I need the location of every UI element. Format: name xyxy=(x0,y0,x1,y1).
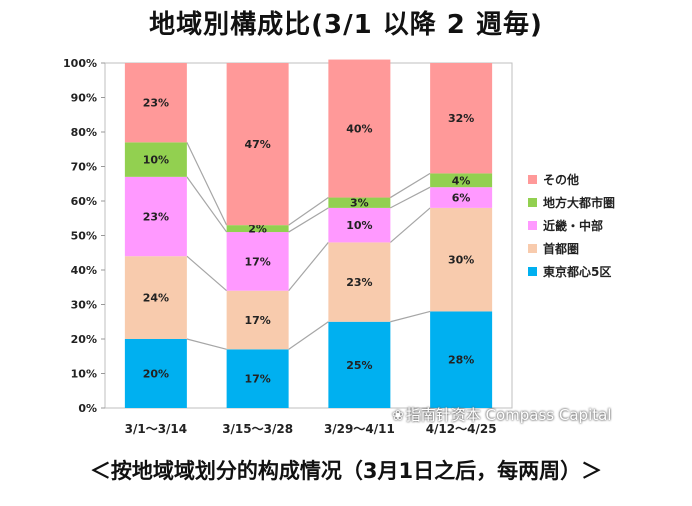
data-label: 17% xyxy=(244,373,270,386)
y-tick-label: 30% xyxy=(71,299,97,312)
bar-segment xyxy=(226,225,289,233)
data-label: 25% xyxy=(346,359,372,372)
bar-segment xyxy=(124,142,187,177)
legend-swatch xyxy=(528,198,537,207)
y-tick-label: 100% xyxy=(63,57,97,70)
watermark: ❀ 指南针资本 Compass Capital xyxy=(392,404,611,425)
legend-swatch xyxy=(528,267,537,276)
bar-segment xyxy=(226,290,289,350)
data-label: 10% xyxy=(346,219,372,232)
chat-bubble-icon: ❀ xyxy=(392,408,404,424)
bar-segment xyxy=(328,242,391,322)
bar-segment xyxy=(124,339,187,408)
series-connector-line xyxy=(288,242,329,292)
data-label: 32% xyxy=(448,112,474,125)
data-label: 23% xyxy=(143,211,169,224)
x-tick-label: 3/29～4/11 xyxy=(324,422,395,436)
data-label: 17% xyxy=(244,314,270,327)
bar-segment xyxy=(124,63,187,143)
chart-title: 地域別構成比(3/1 以降 2 週毎) xyxy=(149,10,543,40)
data-label: 4% xyxy=(452,174,471,187)
y-tick-label: 80% xyxy=(71,126,97,139)
series-connector-line xyxy=(390,186,431,209)
legend-label: 近畿・中部 xyxy=(543,218,603,233)
data-label: 10% xyxy=(143,154,169,167)
series-connector-line xyxy=(390,310,431,323)
bar-segment xyxy=(328,321,391,408)
y-tick-label: 0% xyxy=(78,402,97,415)
data-label: 3% xyxy=(350,197,369,210)
series-connector-line xyxy=(288,207,329,233)
data-label: 6% xyxy=(452,192,471,205)
chart-caption: ＜按地域域划分的构成情况（3月1日之后，每两周）＞ xyxy=(89,459,603,483)
y-tick-label: 90% xyxy=(71,92,97,105)
bar-segment xyxy=(226,349,289,408)
series-connector-line xyxy=(288,197,329,226)
bar-segment xyxy=(328,207,391,243)
y-tick-label: 70% xyxy=(71,161,97,174)
series-connector-line xyxy=(389,207,431,243)
data-label: 24% xyxy=(143,292,169,305)
y-tick-label: 40% xyxy=(71,264,97,277)
x-tick-label: 4/12～4/25 xyxy=(426,422,497,436)
bar-segment xyxy=(430,187,493,208)
y-tick-label: 60% xyxy=(71,195,97,208)
data-label: 23% xyxy=(346,276,372,289)
watermark-text: 指南针资本 Compass Capital xyxy=(405,406,612,424)
legend-swatch xyxy=(528,221,537,230)
series-connector-line xyxy=(186,176,228,233)
bar-segment xyxy=(328,59,391,198)
legend-label: 東京都心5区 xyxy=(543,264,611,279)
bar-segment xyxy=(226,232,289,291)
data-label: 2% xyxy=(248,223,267,236)
bar-segment xyxy=(226,63,289,226)
legend-label: 地方大都市圏 xyxy=(543,195,615,210)
data-label: 47% xyxy=(244,138,270,151)
bar-segment xyxy=(430,207,493,312)
legend-label: 首都圏 xyxy=(543,241,579,256)
legend-swatch xyxy=(528,175,537,184)
bar-segment xyxy=(328,197,391,208)
series-connector-line xyxy=(186,255,228,292)
data-label: 17% xyxy=(244,255,270,268)
data-label: 30% xyxy=(448,254,474,267)
data-label: 28% xyxy=(448,354,474,367)
bar-segment xyxy=(430,63,493,174)
y-tick-label: 10% xyxy=(71,368,97,381)
data-label: 20% xyxy=(143,368,169,381)
data-label: 40% xyxy=(346,123,372,136)
bar-segment xyxy=(430,311,493,408)
series-connector-line xyxy=(186,142,228,226)
y-tick-label: 50% xyxy=(71,230,97,243)
series-connector-line xyxy=(186,338,227,350)
data-label: 23% xyxy=(143,97,169,110)
x-tick-label: 3/1～3/14 xyxy=(125,422,188,436)
bar-segment xyxy=(430,173,493,188)
y-tick-label: 20% xyxy=(71,333,97,346)
series-connector-line xyxy=(390,172,431,199)
x-tick-label: 3/15～3/28 xyxy=(222,422,293,436)
bar-segment xyxy=(124,176,187,257)
legend-label: その他 xyxy=(543,172,579,187)
legend-swatch xyxy=(528,244,537,253)
bar-segment xyxy=(124,256,187,339)
series-connector-line xyxy=(288,321,329,350)
